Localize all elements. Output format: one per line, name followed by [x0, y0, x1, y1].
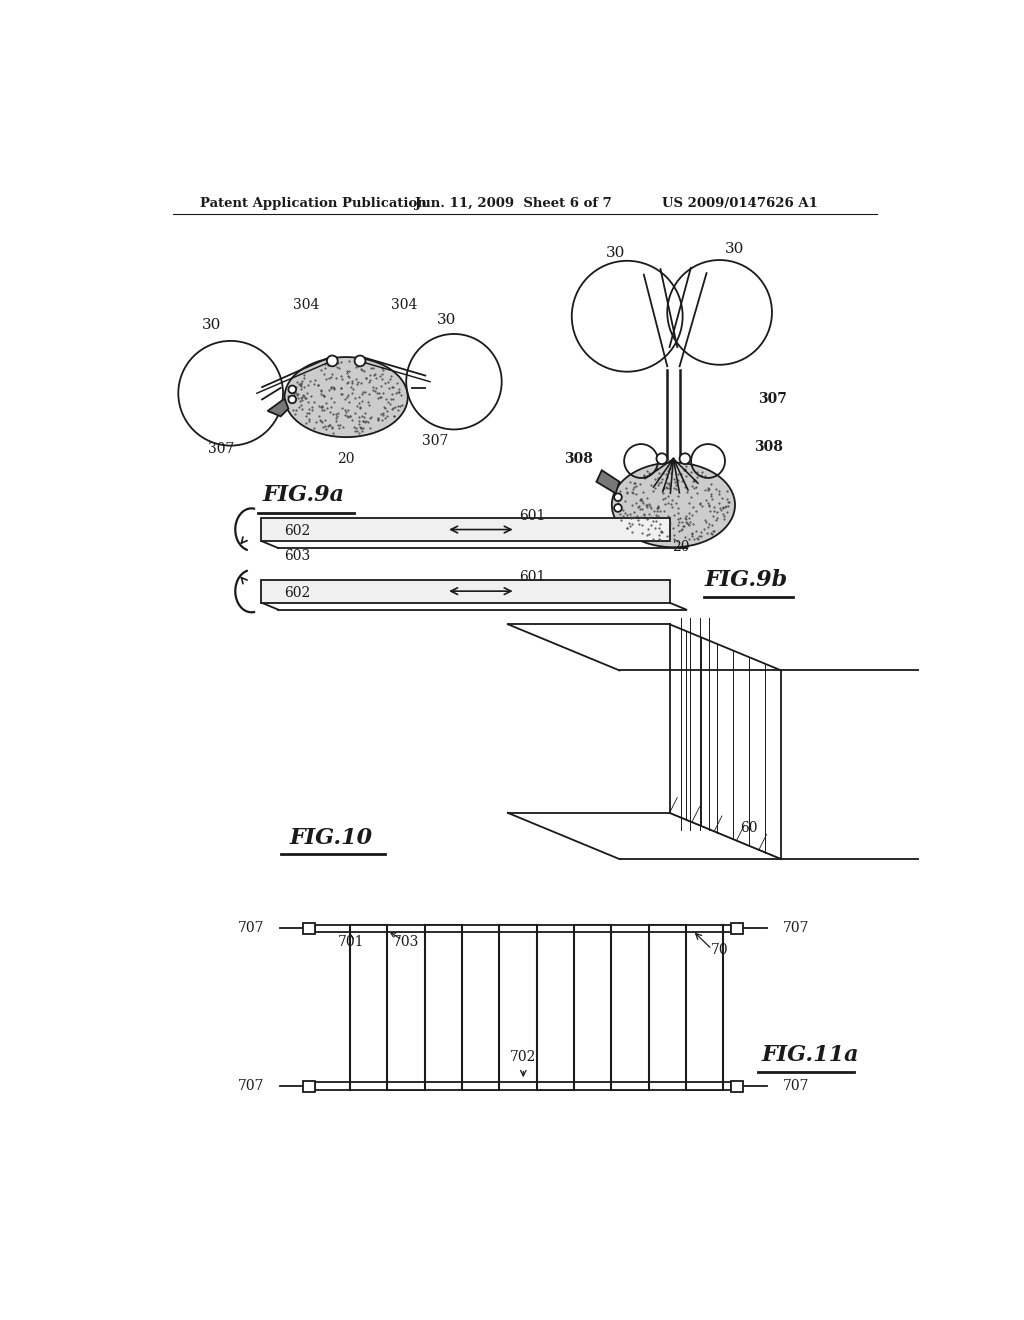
- Text: FIG.9b: FIG.9b: [705, 569, 788, 591]
- Bar: [303, 1081, 315, 1092]
- Text: 30: 30: [606, 246, 626, 260]
- Text: 20: 20: [338, 451, 355, 466]
- Text: 70: 70: [711, 942, 728, 957]
- Text: 603: 603: [285, 549, 311, 564]
- Text: 702: 702: [510, 1049, 537, 1064]
- Text: 60: 60: [739, 821, 757, 836]
- Text: 307: 307: [758, 392, 787, 407]
- Polygon shape: [267, 399, 289, 416]
- Text: 602: 602: [285, 586, 311, 599]
- Text: 30: 30: [202, 318, 221, 333]
- Text: FIG.9a: FIG.9a: [263, 484, 345, 506]
- Text: 707: 707: [782, 921, 809, 936]
- Text: FIG.11a: FIG.11a: [762, 1044, 859, 1065]
- Ellipse shape: [611, 462, 735, 548]
- Text: 601: 601: [519, 570, 546, 585]
- Text: 307: 307: [422, 434, 447, 447]
- Circle shape: [614, 504, 622, 512]
- Text: 304: 304: [293, 297, 319, 312]
- Text: 308: 308: [563, 451, 593, 466]
- Bar: [731, 923, 743, 933]
- Text: FIG.10: FIG.10: [289, 826, 373, 849]
- Bar: [315, 924, 731, 932]
- Circle shape: [289, 396, 296, 404]
- Text: 601: 601: [519, 508, 546, 523]
- Bar: [261, 517, 670, 541]
- Bar: [303, 923, 315, 933]
- Circle shape: [614, 494, 622, 502]
- Text: 308: 308: [755, 440, 783, 454]
- Text: 304: 304: [391, 297, 417, 312]
- Text: 20: 20: [673, 540, 690, 554]
- Text: 703: 703: [393, 935, 419, 949]
- Text: US 2009/0147626 A1: US 2009/0147626 A1: [662, 197, 818, 210]
- Text: Patent Application Publication: Patent Application Publication: [200, 197, 427, 210]
- Text: 701: 701: [338, 935, 365, 949]
- Text: 707: 707: [782, 1080, 809, 1093]
- Circle shape: [327, 355, 338, 367]
- Text: Jun. 11, 2009  Sheet 6 of 7: Jun. 11, 2009 Sheet 6 of 7: [416, 197, 612, 210]
- Circle shape: [680, 453, 690, 465]
- Circle shape: [656, 453, 668, 465]
- Text: 30: 30: [436, 313, 456, 327]
- Circle shape: [354, 355, 366, 367]
- Text: 707: 707: [238, 1080, 264, 1093]
- Bar: [731, 1081, 743, 1092]
- Polygon shape: [596, 470, 620, 494]
- Text: 602: 602: [285, 524, 311, 539]
- Text: 30: 30: [725, 242, 744, 256]
- Bar: [261, 579, 670, 603]
- Text: 307: 307: [208, 442, 234, 455]
- Bar: [315, 1082, 731, 1090]
- Ellipse shape: [285, 358, 408, 437]
- Text: 707: 707: [238, 921, 264, 936]
- Circle shape: [289, 385, 296, 393]
